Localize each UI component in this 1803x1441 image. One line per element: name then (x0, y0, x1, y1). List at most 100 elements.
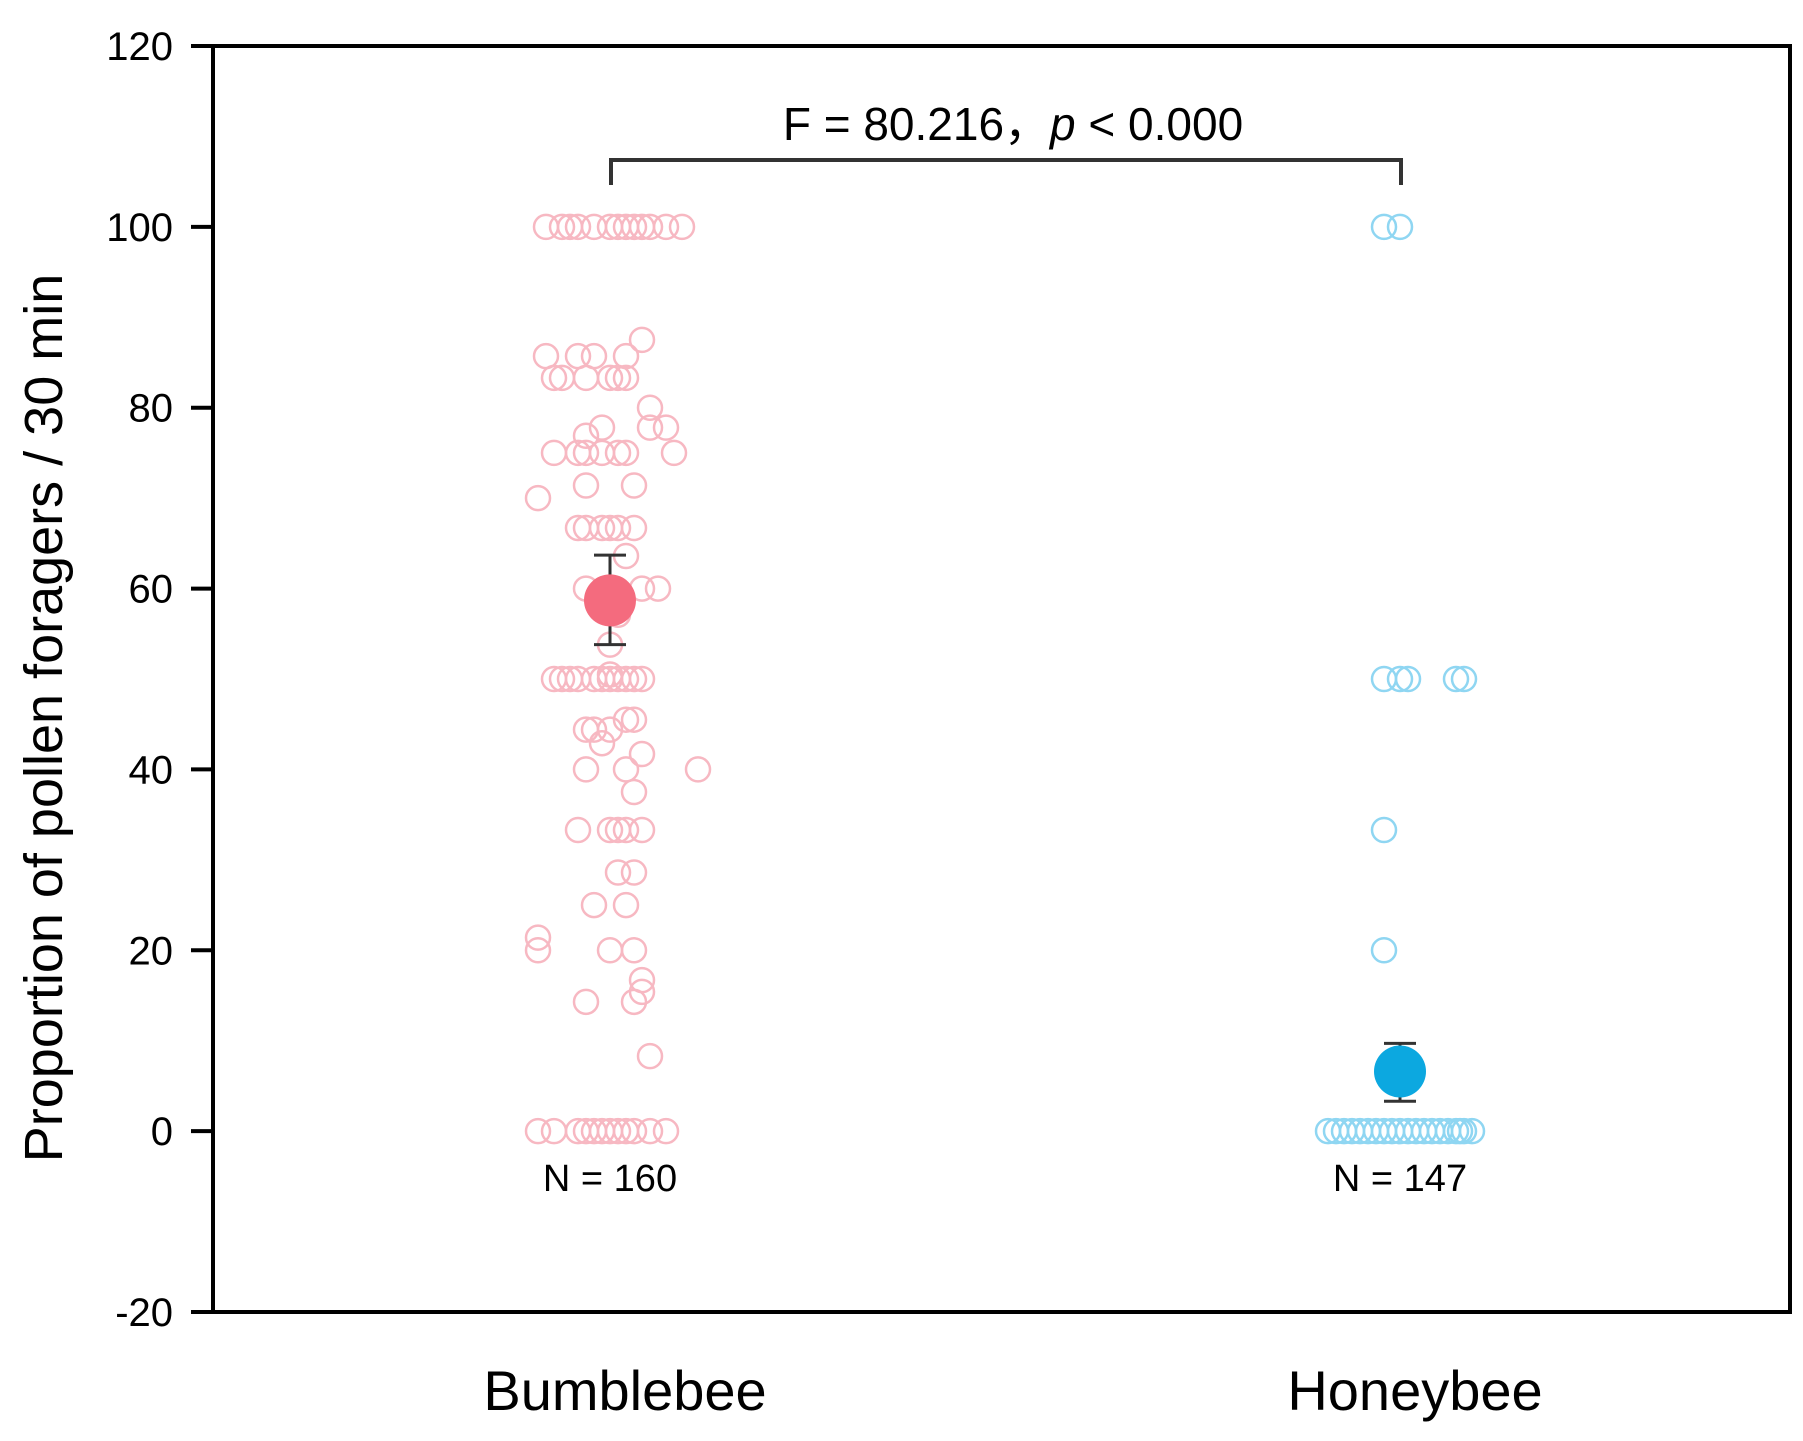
data-point (1394, 665, 1422, 693)
data-point (1458, 1117, 1486, 1145)
data-point (524, 924, 552, 951)
data-point (620, 1117, 648, 1145)
data-point (612, 756, 640, 783)
data-point (636, 1042, 664, 1070)
data-point (580, 891, 608, 919)
mean-marker (584, 574, 636, 627)
means-layer (584, 553, 1426, 1103)
data-point (564, 213, 592, 241)
data-point (636, 213, 664, 241)
axes-layer (191, 44, 1792, 1314)
data-point (540, 439, 568, 467)
sample-size-label: N = 160 (543, 1158, 677, 1200)
data-point (652, 1117, 680, 1145)
data-point (1386, 665, 1414, 693)
data-point (596, 716, 624, 743)
data-point (556, 213, 584, 241)
annotation-suffix: < 0.000 (1076, 98, 1244, 150)
data-point (564, 816, 592, 844)
data-point (604, 1117, 632, 1145)
data-point (524, 484, 552, 512)
y-tick-label: 20 (129, 929, 174, 973)
data-point (652, 213, 680, 241)
data-point (1370, 213, 1398, 241)
significance-annotation: F = 80.216，p < 0.000 (783, 98, 1243, 150)
data-point (596, 816, 624, 844)
data-point (548, 213, 576, 241)
data-point (540, 364, 568, 392)
data-point (604, 859, 632, 886)
significance-bracket (609, 158, 1403, 185)
annotation-prefix: F = 80.216， (783, 98, 1050, 150)
y-tick-label: 120 (106, 25, 173, 69)
data-point (1386, 213, 1414, 241)
data-point (572, 988, 600, 1016)
data-point (620, 706, 648, 733)
data-point (572, 756, 600, 783)
x-category-label: Bumblebee (483, 1359, 766, 1422)
annotation-p: p (1048, 98, 1076, 150)
data-point (644, 575, 672, 602)
data-point (588, 514, 616, 542)
data-point (620, 859, 648, 886)
data-point (572, 472, 600, 499)
data-point (572, 422, 600, 449)
data-point (1442, 665, 1470, 693)
data-point (612, 816, 640, 844)
data-point (660, 439, 688, 467)
data-point (636, 394, 664, 421)
data-point (572, 439, 600, 467)
data-point (572, 364, 600, 392)
data-point (684, 756, 712, 783)
data-point (620, 213, 648, 241)
data-point (628, 326, 656, 354)
data-point (620, 937, 648, 964)
data-point (652, 414, 680, 441)
labels-layer: Proportion of pollen foragers / 30 min F… (14, 25, 1543, 1422)
data-point (612, 706, 640, 733)
data-point (1370, 937, 1398, 964)
x-category-label: Honeybee (1287, 1359, 1542, 1422)
sample-size-label: N = 147 (1333, 1158, 1467, 1200)
data-point (1450, 665, 1478, 693)
data-point (612, 891, 640, 919)
data-point (524, 1117, 552, 1145)
data-point (540, 1117, 568, 1145)
data-point (620, 514, 648, 542)
data-point (668, 213, 696, 241)
y-tick-label: 0 (151, 1110, 173, 1154)
y-tick-label: 100 (106, 206, 173, 250)
data-point (548, 665, 576, 693)
data-point (596, 364, 624, 392)
data-point (596, 937, 624, 964)
y-axis-label: Proportion of pollen foragers / 30 min (14, 274, 74, 1163)
data-point (580, 342, 608, 370)
data-point (588, 729, 616, 757)
data-point (620, 778, 648, 806)
data-point (580, 716, 608, 743)
data-point (532, 342, 560, 370)
mean-marker (1374, 1045, 1426, 1098)
data-point (636, 1117, 664, 1145)
data-point (628, 816, 656, 844)
data-point (628, 978, 656, 1006)
data-point (588, 414, 616, 441)
data-point (604, 439, 632, 467)
y-tick-label: -20 (115, 1291, 173, 1335)
data-points-layer (524, 213, 1486, 1145)
data-point (1370, 816, 1398, 844)
y-tick-label: 40 (129, 748, 174, 792)
data-point (612, 665, 640, 693)
y-tick-label: 60 (129, 568, 174, 612)
data-point (620, 472, 648, 499)
data-point (1330, 1117, 1358, 1145)
data-point (596, 661, 624, 688)
data-point (636, 414, 664, 441)
data-point (612, 364, 640, 392)
data-point (524, 937, 552, 964)
data-point (604, 364, 632, 392)
plot-frame (211, 44, 1792, 1314)
y-tick-label: 80 (129, 387, 174, 431)
